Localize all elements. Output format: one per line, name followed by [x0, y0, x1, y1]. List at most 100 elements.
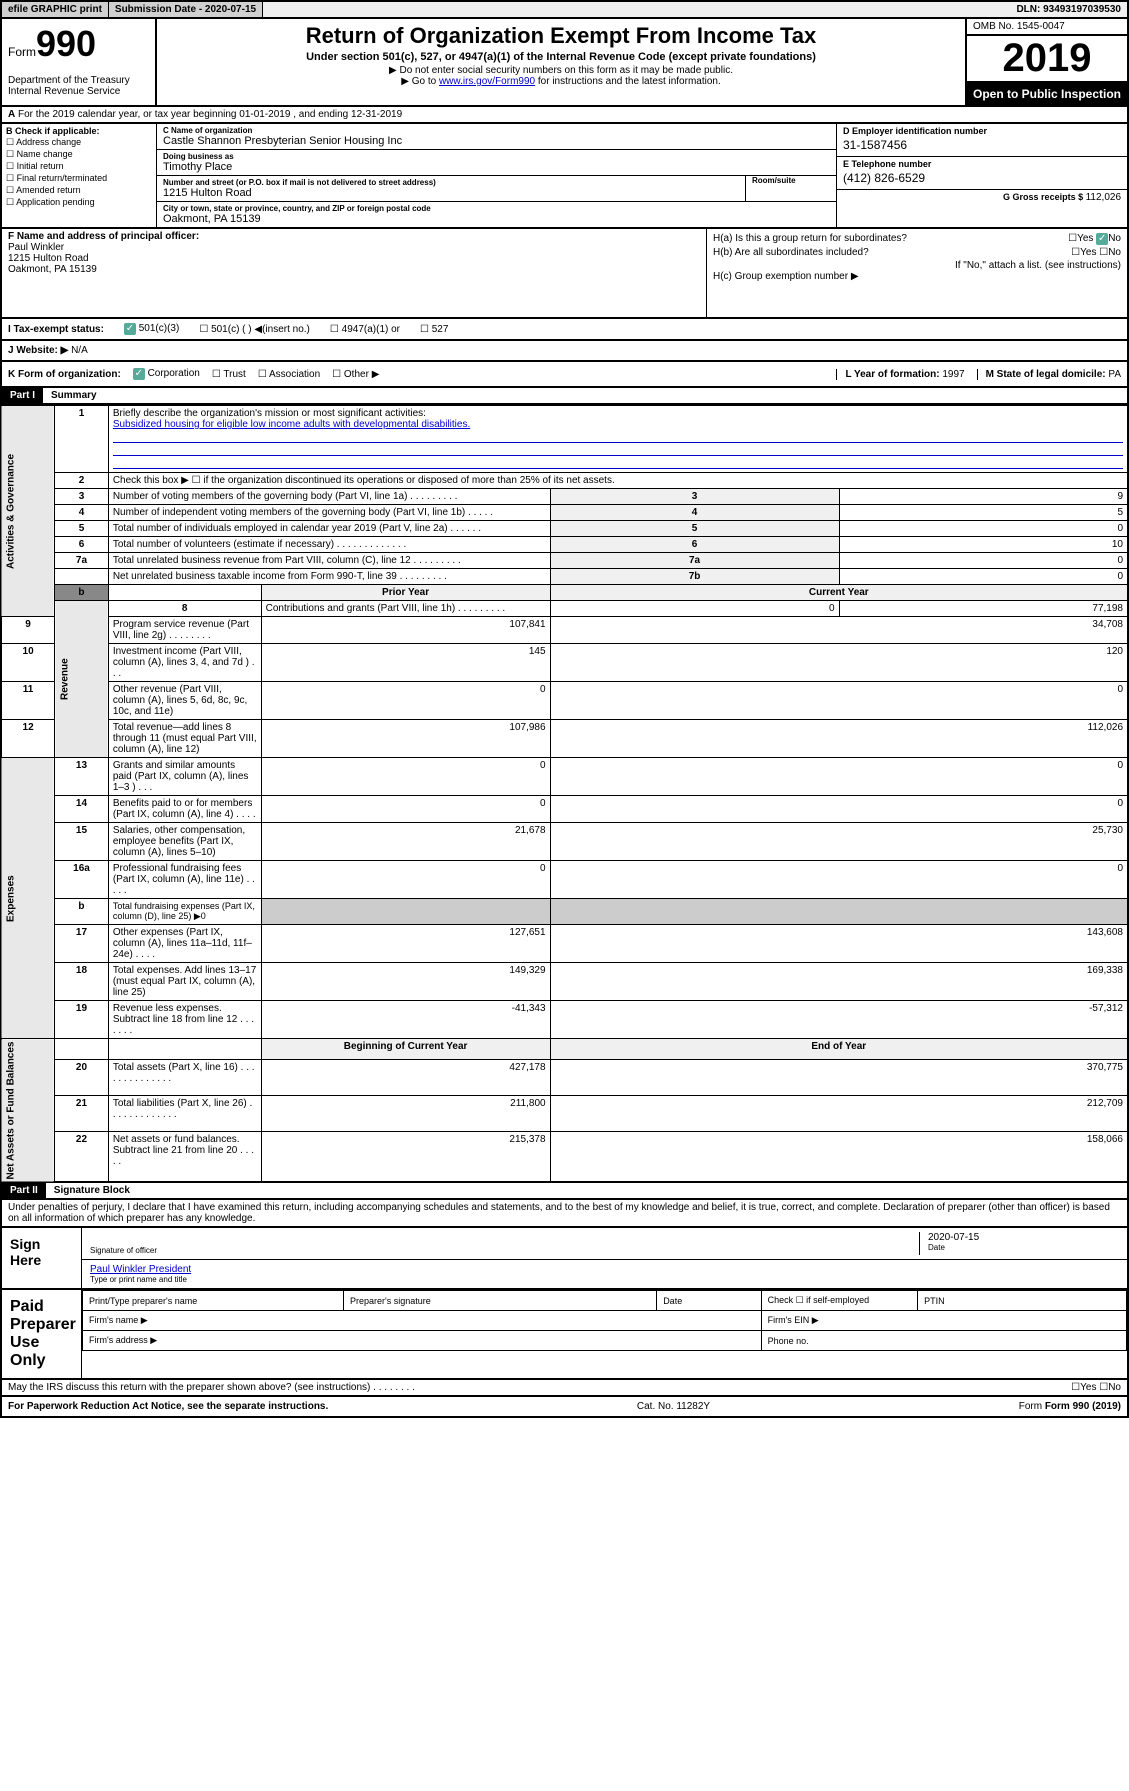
efile-button[interactable]: efile GRAPHIC print: [2, 2, 109, 17]
h-c-label: H(c) Group exemption number ▶: [713, 271, 1121, 282]
line-num: 18: [55, 963, 109, 1001]
sign-here-section: Sign Here Signature of officer2020-07-15…: [0, 1228, 1129, 1290]
prior-val: 0: [261, 796, 550, 823]
ptin-label: PTIN: [918, 1291, 1127, 1311]
prior-val: 0: [261, 682, 550, 720]
val-col: 5: [839, 505, 1128, 521]
col-b-checkboxes: B Check if applicable: ☐ Address change …: [2, 124, 157, 227]
opt-501c[interactable]: ☐ 501(c) ( ) ◀(insert no.): [199, 324, 310, 335]
check-initial-return[interactable]: ☐ Initial return: [6, 161, 152, 172]
open-inspection: Open to Public Inspection: [967, 83, 1127, 105]
line-2: Check this box ▶ ☐ if the organization d…: [108, 473, 1128, 489]
line-text: Benefits paid to or for members (Part IX…: [108, 796, 261, 823]
line-text: Total liabilities (Part X, line 26) . . …: [108, 1095, 261, 1131]
tax-year: 2019: [967, 36, 1127, 83]
checkmark-icon: ✓: [1096, 233, 1108, 245]
goto-pre: ▶ Go to: [401, 76, 439, 87]
check-name-change[interactable]: ☐ Name change: [6, 149, 152, 160]
officer-addr2: Oakmont, PA 15139: [8, 264, 700, 275]
opt-corporation[interactable]: ✓ Corporation: [133, 368, 200, 380]
tel-label: E Telephone number: [843, 159, 1121, 169]
row-k-form-org: K Form of organization: ✓ Corporation ☐ …: [0, 362, 1129, 388]
phone-label: Phone no.: [761, 1331, 1126, 1351]
line-text: Number of independent voting members of …: [108, 505, 550, 521]
form-subtitle-2: ▶ Do not enter social security numbers o…: [165, 65, 957, 76]
num-col: 3: [550, 489, 839, 505]
h-b-answer: ☐Yes ☐No: [1071, 247, 1121, 258]
curr-val: 143,608: [550, 925, 1128, 963]
line-num-2: 2: [55, 473, 109, 489]
num-col: 4: [550, 505, 839, 521]
firm-ein-label: Firm's EIN ▶: [761, 1311, 1126, 1331]
street-value: 1215 Hulton Road: [163, 187, 739, 199]
ein-label: D Employer identification number: [843, 126, 1121, 136]
form-subtitle-1: Under section 501(c), 527, or 4947(a)(1)…: [165, 51, 957, 63]
h-b-note: If "No," attach a list. (see instruction…: [713, 260, 1121, 271]
opt-trust[interactable]: ☐ Trust: [212, 369, 246, 380]
form-number: 990: [36, 23, 96, 64]
line-num: 8: [108, 601, 261, 617]
prior-val: 107,841: [261, 617, 550, 644]
line-text: Investment income (Part VIII, column (A)…: [108, 644, 261, 682]
num-col: 7b: [550, 569, 839, 585]
val-col: 0: [839, 553, 1128, 569]
line-text: Program service revenue (Part VIII, line…: [108, 617, 261, 644]
val-col: 0: [839, 521, 1128, 537]
submission-date[interactable]: Submission Date - 2020-07-15: [109, 2, 263, 17]
line-text: Professional fundraising fees (Part IX, …: [108, 861, 261, 899]
org-name: Castle Shannon Presbyterian Senior Housi…: [163, 135, 830, 147]
discuss-row: May the IRS discuss this return with the…: [0, 1380, 1129, 1397]
curr-val-shaded: [550, 899, 1128, 925]
opt-501c3[interactable]: ✓ 501(c)(3): [124, 323, 179, 335]
opt-527[interactable]: ☐ 527: [420, 324, 448, 335]
check-address-change[interactable]: ☐ Address change: [6, 137, 152, 148]
hdr-prior-year: Prior Year: [261, 585, 550, 601]
officer-label: F Name and address of principal officer:: [8, 231, 700, 242]
prior-val: 0: [261, 861, 550, 899]
line-text: Total revenue—add lines 8 through 11 (mu…: [108, 720, 261, 758]
opt-association[interactable]: ☐ Association: [258, 369, 320, 380]
check-final-return[interactable]: ☐ Final return/terminated: [6, 173, 152, 184]
line-text: Total assets (Part X, line 16) . . . . .…: [108, 1060, 261, 1096]
prior-val: 0: [261, 758, 550, 796]
curr-val: 0: [550, 682, 1128, 720]
check-application-pending[interactable]: ☐ Application pending: [6, 197, 152, 208]
part2-badge: Part II: [2, 1183, 46, 1198]
opt-4947[interactable]: ☐ 4947(a)(1) or: [330, 324, 400, 335]
checkmark-icon: ✓: [124, 323, 136, 335]
tax-status-label: I Tax-exempt status:: [8, 324, 104, 335]
prep-check-label: Check ☐ if self-employed: [761, 1291, 918, 1311]
preparer-table: Print/Type preparer's name Preparer's si…: [82, 1290, 1127, 1351]
check-amended-return[interactable]: ☐ Amended return: [6, 185, 152, 196]
footer: For Paperwork Reduction Act Notice, see …: [0, 1397, 1129, 1418]
irs-link[interactable]: www.irs.gov/Form990: [439, 76, 535, 87]
num-col: 7a: [550, 553, 839, 569]
line-text: Total fundraising expenses (Part IX, col…: [108, 899, 261, 925]
prior-val: -41,343: [261, 1001, 550, 1039]
date-label: Date: [928, 1243, 1119, 1252]
line-num: 10: [1, 644, 55, 682]
line-text: Total expenses. Add lines 13–17 (must eq…: [108, 963, 261, 1001]
row-a-period: A For the 2019 calendar year, or tax yea…: [0, 107, 1129, 124]
line-num: 15: [55, 823, 109, 861]
line-text: Total unrelated business revenue from Pa…: [108, 553, 550, 569]
line-num: 9: [1, 617, 55, 644]
num-col: 6: [550, 537, 839, 553]
form-title: Return of Organization Exempt From Incom…: [165, 23, 957, 49]
sub-label: Submission Date -: [115, 4, 205, 15]
tel-value: (412) 826-6529: [843, 169, 1121, 187]
part2-header: Part II Signature Block: [0, 1183, 1129, 1200]
form-label: Form: [8, 45, 36, 59]
year-formation: L Year of formation: 1997: [836, 369, 964, 380]
vtab-net-assets: Net Assets or Fund Balances: [1, 1039, 55, 1183]
part1-header: Part I Summary: [0, 388, 1129, 405]
officer-name: Paul Winkler: [8, 242, 700, 253]
form-subtitle-3: ▶ Go to www.irs.gov/Form990 for instruct…: [165, 76, 957, 87]
firm-name-label: Firm's name ▶: [83, 1311, 762, 1331]
dln-value: 93493197039530: [1043, 4, 1121, 15]
goto-post: for instructions and the latest informat…: [535, 76, 721, 87]
h-a-label: H(a) Is this a group return for subordin…: [713, 233, 907, 245]
line-num: 17: [55, 925, 109, 963]
curr-val: 77,198: [839, 601, 1128, 617]
opt-other[interactable]: ☐ Other ▶: [332, 369, 379, 380]
